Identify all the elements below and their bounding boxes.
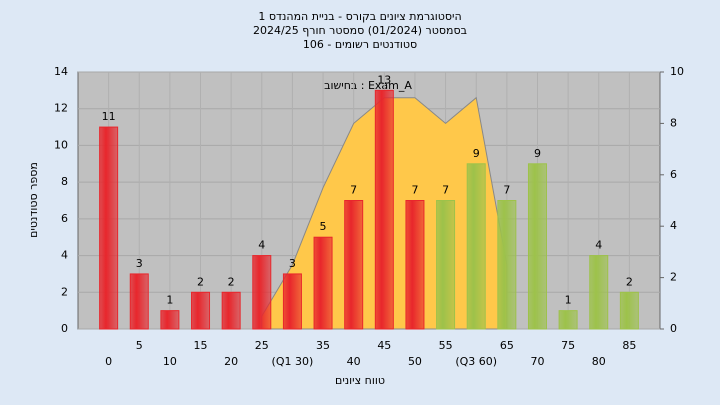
y-tick-label: 2 [61,285,68,298]
y-tick-label: 8 [61,175,68,188]
x-tick-label: 25 [255,339,269,352]
x-axis-label: טווח ציונים [335,374,385,387]
chart-subtitle: בסמסטר (01/2024) סמסטר חורף 2024/25 [253,24,467,37]
data-label: 4 [595,239,602,252]
x-tick-label: 40 [347,355,361,368]
x-tick-label: 50 [408,355,422,368]
data-label: 1 [565,294,572,307]
bar [558,310,578,330]
x-tick-label: 5 [136,339,143,352]
bar [374,89,394,330]
x-tick-label: (Q1 30) [272,355,314,368]
y2-tick-label: 4 [670,219,677,232]
y2-tick-label: 10 [670,65,684,78]
data-label: 3 [289,257,296,270]
data-label: 4 [258,239,265,252]
x-tick-label: 15 [194,339,208,352]
chart-subtitle: סטודנטים רשומים - 106 [303,38,417,51]
data-label: 2 [626,275,633,288]
y-axis-label: מספר סטודנטים [27,162,40,238]
y-tick-label: 10 [54,138,68,151]
y-tick-label: 6 [61,212,68,225]
data-label: 3 [136,257,143,270]
x-tick-label: 45 [377,339,391,352]
bar [129,273,149,330]
x-tick-label: 70 [530,355,544,368]
data-label: 2 [197,275,204,288]
x-tick-label: (Q3 60) [455,355,497,368]
x-tick-label: 75 [561,339,575,352]
x-tick-label: 55 [439,339,453,352]
y2-tick-label: 6 [670,168,677,181]
bar [405,200,425,330]
data-label: 13 [377,73,391,86]
data-label: 7 [411,184,418,197]
bar [589,255,609,330]
x-tick-label: 85 [622,339,636,352]
y-tick-label: 0 [61,322,68,335]
x-tick-label: 0 [105,355,112,368]
y-tick-label: 14 [54,65,68,78]
bar [466,163,486,330]
data-label: 11 [102,110,116,123]
y-tick-label: 12 [54,102,68,115]
bar [527,163,547,330]
bar [191,291,211,330]
chart-title: היסטוגרמת ציונים בקורס - בניית המהנדס 1 [258,10,461,23]
data-label: 7 [442,184,449,197]
bar [99,126,119,330]
y2-tick-label: 2 [670,271,677,284]
bar [221,291,241,330]
bar [160,310,180,330]
bar [619,291,639,330]
data-label: 9 [473,147,480,160]
data-label: 5 [320,220,327,233]
data-label: 2 [228,275,235,288]
y2-tick-label: 8 [670,116,677,129]
bar [252,255,272,330]
x-tick-label: 35 [316,339,330,352]
bar [313,236,333,330]
data-label: 1 [166,294,173,307]
bar [497,200,517,330]
y2-tick-label: 0 [670,322,677,335]
y-tick-label: 4 [61,249,68,262]
x-tick-label: 65 [500,339,514,352]
bar [344,200,364,330]
data-label: 7 [350,184,357,197]
annotation: בחישוב : Exam_A [324,79,412,92]
data-label: 9 [534,147,541,160]
x-tick-label: 10 [163,355,177,368]
data-label: 7 [503,184,510,197]
x-tick-label: 20 [224,355,238,368]
x-tick-label: 80 [592,355,606,368]
bar [282,273,302,330]
bar [436,200,456,330]
